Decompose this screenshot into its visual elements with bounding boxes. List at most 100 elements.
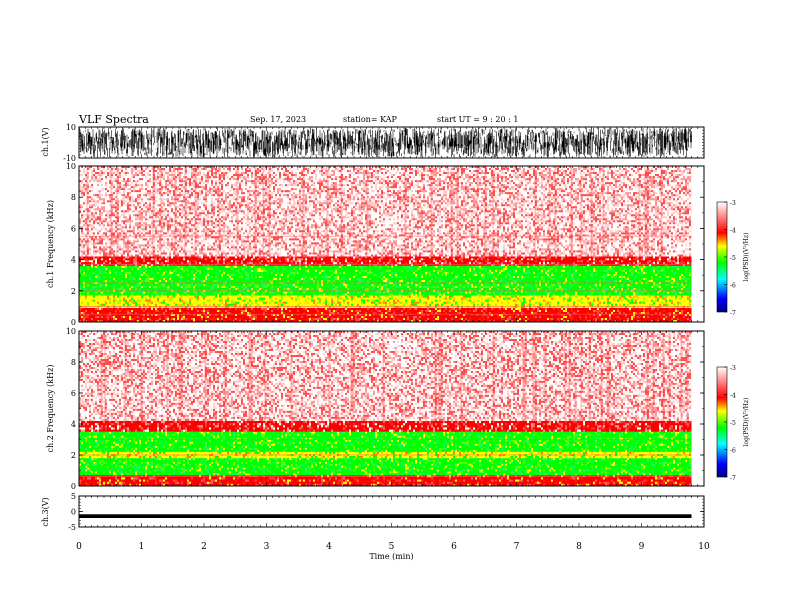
ch2-spectrogram-ytick-label: 2 [71,451,76,460]
ch3-waveform-frame [78,495,705,528]
x-tick-label: 6 [451,542,457,552]
x-axis-label: Time (min) [369,552,413,561]
ch2-spectrogram-ytick-label: 8 [71,358,76,367]
colorbar-ch1: -3 -4 -5 -6 -7 log(PSD)(V²/Hz) [716,200,750,317]
ch2-spectrogram-band-cells [79,475,689,486]
ch3-waveform-panel: 5 0 -5 ch.3(V) 0 1 2 3 4 5 6 7 8 9 10 Time (min) [41,492,710,561]
x-tick-label: 10 [698,542,710,552]
x-tick-label: 8 [576,542,582,552]
ch1-spectrogram-band-5 [79,166,692,257]
ch3-waveform-ytick-label: 0 [71,508,76,517]
ch1-spectrogram-colorbar-tick-label: -6 [730,283,736,290]
ch2-spectrogram-band-cells [85,451,687,459]
ch2-spectrogram-band-cells [79,331,691,421]
ch1-waveform-ytick-label: -10 [63,154,76,163]
ch1-spectrogram-band-cells [81,308,691,323]
ch1-spectrogram-colorbar-tick-label: -7 [730,310,736,317]
ch2-spectrogram-band-cells [85,420,687,432]
ch2-spectrogram-band-cells [79,431,691,452]
ch1-spectrogram-ytick-label: 4 [71,256,76,265]
ch1-spectrogram-band-cells [85,295,689,308]
ch1-spectrogram-band-cells [83,308,689,323]
ch2-spectrogram-band-cells [79,420,677,432]
ch2-spectrogram-band-cells [79,475,691,486]
ch2-spectrogram-band-3 [79,431,692,452]
x-tick-label: 0 [76,542,82,552]
ch1-spectrogram-ytick-label: 6 [71,224,76,233]
ch2-spectrogram-band-cells [81,475,687,486]
ch2-spectrogram-colorbar-tick-label: -3 [730,365,736,372]
ch1-spectrogram-ytick-label: 0 [71,318,76,327]
ch2-spectrogram-band-cells [85,451,667,459]
ch1-spectrogram-band-cells [79,166,691,257]
x-tick-label: 5 [389,542,395,552]
ch1-spectrogram-band-cells [79,308,685,323]
ch2-spectrogram-band-cells [79,331,691,421]
ch2-spectrogram-ytick-label: 0 [71,482,76,491]
ch1-spectrogram-band-4 [79,256,692,266]
x-tick-label: 9 [639,542,645,552]
ch1-spectrogram-band-cells [79,265,691,287]
ch1-spectrogram-band-3 [79,265,692,287]
ch1-waveform-ylabel: ch.1(V) [41,127,50,156]
ch1-waveform-trace [78,127,692,158]
ch3-waveform-ytick-label: -5 [68,523,76,532]
ch1-spectrogram-colorbar-tick-label: -3 [730,200,736,207]
ch2-spectrogram-band-cells [85,420,691,432]
ch2-spectrogram-band-cells [81,451,677,459]
ch1-spectrogram-colorbar-tick-label: -5 [730,255,736,262]
ch1-spectrogram-band-fill [79,256,692,266]
ch2-spectrogram-colorbar-label: log(PSD)(V²/Hz) [743,398,750,447]
ch3-waveform-ytick-label: 5 [71,492,76,501]
ch2-spectrogram-ytick-label: 6 [71,389,76,398]
ch1-spectrogram-band-cells [79,166,691,257]
ch3-waveform-ylabel: ch.3(V) [41,497,50,526]
ch2-spectrogram-band-cells [79,331,691,421]
chart-start-time: start UT = 9 : 20 : 1 [437,115,519,124]
ch1-spectrogram-panel: 0 2 4 6 8 10 ch.1 Frequency (kHz) [46,162,705,327]
ch1-spectrogram-ytick-label: 2 [71,287,76,296]
ch1-spectrogram-band-cells [79,295,691,308]
ch2-spectrogram-ylabel: ch.2 Frequency (kHz) [46,365,55,453]
ch1-spectrogram-band-cells [81,256,683,266]
ch2-spectrogram-band-cells [97,475,681,486]
chart-station: station= KAP [343,115,397,124]
ch1-spectrogram-ylabel: ch.1 Frequency (kHz) [46,200,55,288]
ch1-spectrogram-colorbar-tick-label: -4 [730,228,736,235]
ch1-spectrogram-colorbar-label: log(PSD)(V²/Hz) [743,233,750,282]
ch2-spectrogram-panel: 0 2 4 6 8 10 ch.2 Frequency (kHz) [46,327,705,491]
ch2-spectrogram-colorbar-tick-label: -6 [730,448,736,455]
ch2-spectrogram-band-cells [79,458,691,476]
ch2-spectrogram-band-fill [79,420,692,432]
ch1-spectrogram-ytick-label: 10 [66,162,76,171]
ch2-spectrogram-ytick-label: 4 [71,420,76,429]
ch1-waveform-ytick-label: 10 [66,123,76,132]
x-tick-label: 1 [139,542,145,552]
x-tick-label: 2 [201,542,207,552]
ch2-spectrogram-colorbar-tick-label: -5 [730,420,736,427]
ch2-spectrogram-band-1 [79,458,692,476]
ch2-spectrogram-colorbar-tick-label: -7 [730,475,736,482]
ch2-spectrogram-streaks [100,331,688,421]
ch2-spectrogram-band-cells [79,475,683,486]
ch2-spectrogram-band-5 [79,331,692,421]
ch2-spectrogram-band-cells [87,458,691,476]
ch1-spectrogram-ytick-label: 8 [71,193,76,202]
ch2-spectrogram-ytick-label: 10 [66,327,76,336]
ch1-waveform-panel: 10 -10 ch.1(V) [41,123,705,163]
colorbar-ch2: -3 -4 -5 -6 -7 log(PSD)(V²/Hz) [716,365,750,482]
ch2-spectrogram-colorbar-tick-label: -4 [730,393,736,400]
x-tick-label: 3 [264,542,270,552]
x-tick-label: 4 [326,542,332,552]
x-tick-label: 7 [514,542,520,552]
chart-title: VLF Spectra [79,113,149,126]
ch3-waveform-trace [79,514,692,519]
ch1-spectrogram-band-1 [79,295,692,308]
ch1-spectrogram-band-cells [81,256,689,266]
ch2-spectrogram-band-4 [79,420,692,432]
ch1-spectrogram-streaks [86,166,662,257]
ch2-spectrogram-band-cells [79,431,691,452]
ch1-spectrogram-band-0 [79,307,692,323]
ch2-spectrogram-band-0 [79,475,692,486]
